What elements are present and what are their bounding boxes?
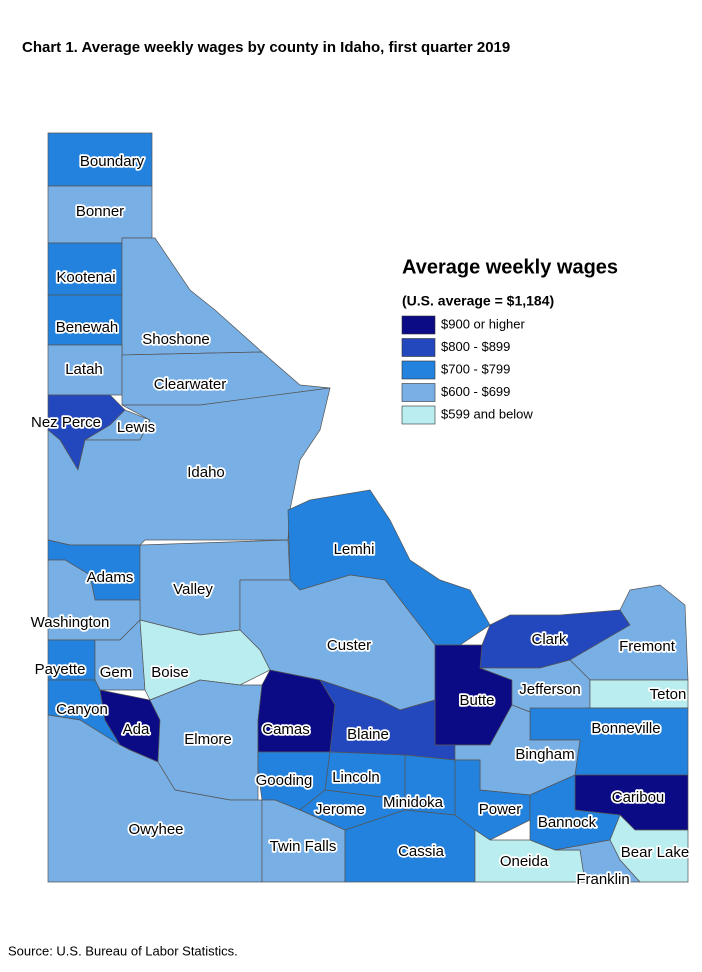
county-label: Jerome bbox=[315, 801, 365, 818]
source-note: Source: U.S. Bureau of Labor Statistics. bbox=[8, 943, 238, 958]
chart-title: Chart 1. Average weekly wages by county … bbox=[22, 39, 510, 56]
county-label: Lincoln bbox=[332, 769, 380, 786]
county-label: Canyon bbox=[56, 701, 108, 718]
county-label: Boundary bbox=[80, 153, 145, 170]
county-label: Bingham bbox=[515, 746, 574, 763]
legend-swatch bbox=[401, 383, 436, 402]
county-label: Washington bbox=[31, 614, 110, 631]
county-label: Clearwater bbox=[154, 376, 227, 393]
legend-label: $599 and below bbox=[441, 406, 533, 421]
county-label: Elmore bbox=[184, 731, 232, 748]
county-label: Nez Perce bbox=[31, 414, 101, 431]
county-label: Teton bbox=[650, 686, 687, 703]
legend-subtitle: (U.S. average = $1,184) bbox=[402, 293, 554, 309]
county-label: Gem bbox=[100, 664, 133, 681]
county-label: Fremont bbox=[619, 638, 676, 655]
county-label: Kootenai bbox=[56, 269, 115, 286]
county-layer bbox=[47, 132, 689, 883]
county-label: Idaho bbox=[187, 464, 225, 481]
county-label: Twin Falls bbox=[270, 838, 337, 855]
county-label: Cassia bbox=[398, 843, 445, 860]
county-label: Gooding bbox=[256, 772, 313, 789]
county-label: Bannock bbox=[538, 814, 597, 831]
legend: $900 or higher $800 - $899 $700 - $799 $600… bbox=[401, 315, 533, 425]
county-label: Bonneville bbox=[591, 720, 660, 737]
county-label: Owyhee bbox=[128, 821, 183, 838]
legend-swatch bbox=[401, 405, 436, 425]
county-label: Latah bbox=[65, 361, 103, 378]
county-label: Camas bbox=[262, 721, 310, 738]
county-label: Ada bbox=[123, 721, 150, 738]
county bbox=[554, 839, 641, 883]
legend-swatch bbox=[401, 338, 436, 357]
county-label: Bonner bbox=[76, 203, 124, 220]
legend-swatch bbox=[401, 360, 436, 380]
county-label: Blaine bbox=[347, 726, 389, 743]
county-label: Payette bbox=[35, 661, 86, 678]
county-label: Lemhi bbox=[334, 541, 375, 558]
legend-swatch bbox=[401, 315, 436, 335]
county-label: Minidoka bbox=[383, 794, 444, 811]
county-label: Caribou bbox=[612, 789, 665, 806]
legend-label: $800 - $899 bbox=[441, 339, 510, 354]
county-label: Adams bbox=[87, 569, 134, 586]
county-label: Custer bbox=[327, 637, 371, 654]
county-label: Power bbox=[479, 801, 522, 818]
county-label: Butte bbox=[459, 692, 494, 709]
county-label: Boise bbox=[151, 664, 189, 681]
county-label: Shoshone bbox=[142, 331, 210, 348]
label-layer: Boundary Bonner Kootenai Benewah Shoshone Lat… bbox=[29, 151, 691, 890]
county bbox=[139, 619, 271, 701]
county-label: Benewah bbox=[56, 319, 119, 336]
legend-label: $600 - $699 bbox=[441, 384, 510, 399]
county-label: Clark bbox=[531, 631, 567, 648]
county-label: Valley bbox=[173, 581, 213, 598]
county-label: Franklin bbox=[576, 871, 629, 888]
legend-label: $900 or higher bbox=[441, 316, 526, 331]
county-label: Oneida bbox=[500, 853, 549, 870]
legend-label: $700 - $799 bbox=[441, 361, 510, 376]
county-label: Jefferson bbox=[519, 681, 580, 698]
legend-title: Average weekly wages bbox=[402, 256, 618, 278]
county-label: Bear Lake bbox=[621, 844, 689, 861]
county bbox=[47, 714, 263, 883]
county-label: Lewis bbox=[117, 419, 155, 436]
